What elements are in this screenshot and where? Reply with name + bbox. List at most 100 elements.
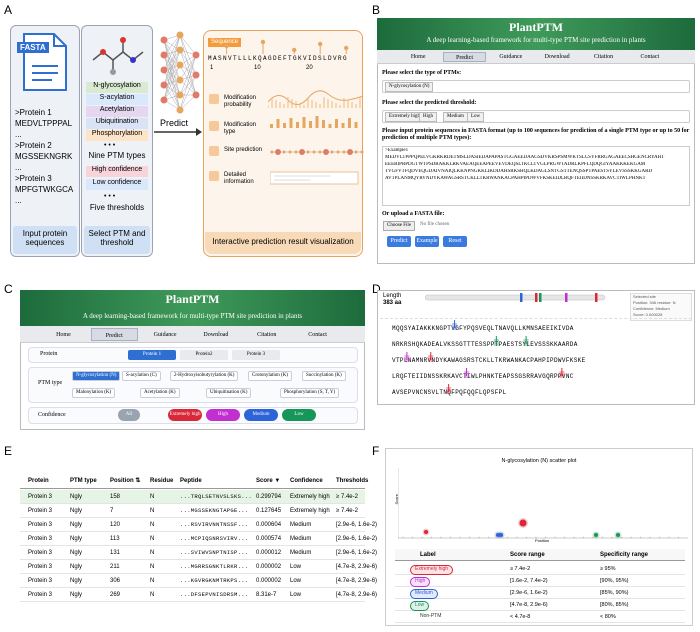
cell: [2.9e-6, 1.6e-2): [336, 522, 378, 528]
nav-item[interactable]: Citation: [257, 331, 277, 338]
nav-item[interactable]: Contact: [640, 54, 660, 60]
row-label: Site prediction: [224, 147, 263, 153]
cell: ≥ 7.4e-2: [336, 494, 358, 500]
info-line: Score: 0.000028: [633, 312, 663, 317]
textarea-line: >Example1: [385, 148, 409, 153]
confidence-chip[interactable]: High: [206, 409, 240, 421]
choose-file[interactable]: Choose File: [383, 221, 416, 231]
no-file: No file chosen: [420, 222, 450, 227]
legend-row: [395, 611, 685, 623]
sequence-chip: Sequence: [208, 38, 242, 47]
column-header: Score range: [510, 552, 545, 558]
cell: Low: [290, 578, 302, 584]
nav-item[interactable]: Guidance: [153, 331, 177, 338]
cell: [4.7e-8, 2.9e-6): [336, 564, 378, 570]
table-row: [20, 490, 365, 504]
confidence-chip[interactable]: Extremely high: [168, 409, 202, 421]
site-logo: PlantPTM: [165, 292, 220, 306]
cell: N: [150, 522, 155, 528]
site-header: [20, 290, 365, 326]
nav-item[interactable]: Contact: [308, 331, 327, 338]
threshold-chip: High confidence: [86, 166, 148, 177]
ptm-type[interactable]: 2-Hydroxyisobutyrylation (K): [170, 371, 239, 381]
confidence-chip[interactable]: All: [118, 409, 140, 421]
cell: Medium: [290, 550, 312, 556]
cell: [1.6e-2, 7.4e-2): [510, 578, 548, 584]
ptm-type[interactable]: Malonylation (K): [72, 388, 116, 398]
site-logo: PlantPTM: [509, 20, 563, 34]
sequence-row: VTPLNAMNRVNDYKAWAGSRSTCKLLTKRWANKACPAHPI…: [392, 357, 586, 364]
nav-item[interactable]: Home: [56, 331, 71, 338]
lollipops: [224, 39, 349, 54]
ptm-type[interactable]: Succinylation (K): [302, 371, 346, 381]
cell: 211: [110, 564, 120, 570]
cell: Protein 3: [28, 522, 53, 528]
column-header: Position ⇅: [110, 478, 141, 484]
cell: 7: [110, 508, 114, 514]
textarea-line: AVTPLANMQYRVNDYKAWAGSRSTCKLLTKRWANKACPAH…: [385, 176, 646, 181]
table-header: [20, 475, 365, 489]
row-label: Detailed information: [224, 172, 254, 185]
ptm-type[interactable]: Acetylation (K): [140, 388, 180, 398]
ptm-chip[interactable]: N-glycosylation (N): [385, 82, 434, 92]
protein-tab[interactable]: Protein 3: [232, 350, 280, 360]
threshold-chip[interactable]: Low: [467, 112, 485, 122]
protein-tab[interactable]: Protein2: [180, 350, 228, 360]
cell: Protein 3: [28, 550, 53, 556]
protein-label: Protein: [40, 351, 58, 357]
nav-item[interactable]: Predict: [443, 52, 486, 62]
cell: ...MCPIQSNRSVIRV...: [180, 535, 249, 542]
table-row: [20, 588, 365, 602]
column-header: Thresholds: [336, 478, 369, 484]
confidence-chip[interactable]: Low: [282, 409, 316, 421]
ptm-type[interactable]: S-acylation (C): [122, 371, 161, 381]
ptm-chip: S-acylation: [86, 94, 148, 105]
textarea-line: MEDVLTPPPQPELVGKRKRDETMSLDASIEDAPAPASTGG…: [385, 155, 665, 160]
legend-row: [395, 587, 685, 599]
column-header: Residue: [150, 478, 174, 484]
length-value: 383 aa: [383, 300, 402, 306]
nav-item[interactable]: Guidance: [499, 54, 523, 60]
legend-row: [395, 563, 685, 575]
ellipsis: • • •: [104, 142, 116, 149]
cell: [85%, 90%): [600, 590, 629, 596]
ptm-type[interactable]: Crotonylation (K): [248, 371, 292, 381]
confidence-badge: Non-PTM: [420, 613, 442, 619]
button[interactable]: Reset: [443, 236, 467, 247]
sequence-row: AVSEPVNCNSVLTNQFPQFQQFLQPSFPL: [392, 389, 507, 396]
panel-label: A: [4, 3, 13, 17]
cell: 0.299794: [256, 494, 282, 500]
cell: Ngly: [70, 508, 83, 514]
ptm-type[interactable]: Ubiquitination (K): [206, 388, 252, 398]
cell: Extremely high: [290, 494, 330, 500]
fasta-line: MEDVLTPPPAL: [15, 119, 73, 128]
nav-item[interactable]: Predict: [90, 328, 138, 341]
nav-item[interactable]: Download: [544, 54, 570, 60]
detail-plot: [270, 171, 359, 185]
protein-tab[interactable]: Protein 1: [128, 350, 176, 360]
threshold-chip[interactable]: High: [419, 112, 437, 122]
fasta-line: MGSSEKNGRK: [15, 152, 73, 161]
confidence-chip[interactable]: Medium: [244, 409, 278, 421]
cell: ...MGSSEKNGTAPGE...: [180, 507, 249, 514]
ptm-type[interactable]: Phosphorylation (S, T, Y): [280, 388, 340, 398]
textarea[interactable]: [382, 146, 690, 206]
fasta-line: >Protein 1: [15, 108, 52, 117]
nav-item[interactable]: Citation: [593, 54, 614, 60]
threshold-chip[interactable]: Medium: [443, 112, 468, 122]
ptm-type[interactable]: N-glycosylation (N): [72, 371, 121, 381]
scatter-title: N-glycosylation (N) scatter plot: [501, 458, 577, 464]
ptm-caption: Nine PTM types: [88, 151, 146, 160]
site-tagline: A deep learning-based framework for mult…: [82, 312, 303, 320]
button[interactable]: Example: [415, 236, 439, 247]
button[interactable]: Predict: [387, 236, 411, 247]
cell: ...KGVRGKNMTRKPS...: [180, 577, 249, 584]
nav-item[interactable]: Home: [410, 54, 426, 60]
legend-row: [395, 575, 685, 587]
fasta-line: >Protein 3: [15, 174, 52, 183]
table-row: [20, 532, 365, 546]
row-icon: [209, 171, 219, 181]
cell: Ngly: [70, 578, 83, 584]
nav-item[interactable]: Download: [203, 331, 229, 338]
